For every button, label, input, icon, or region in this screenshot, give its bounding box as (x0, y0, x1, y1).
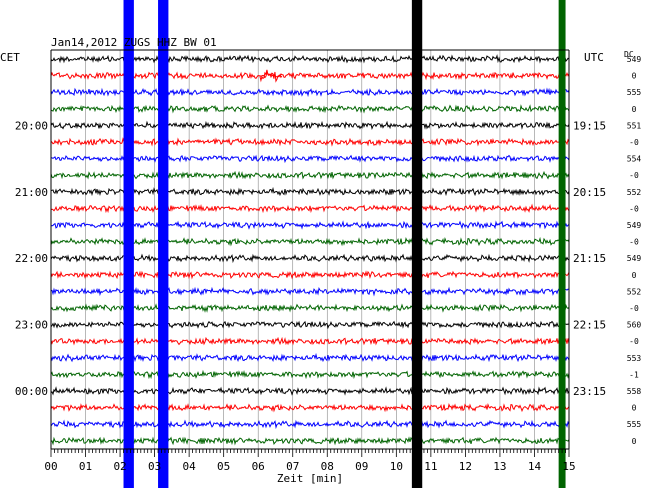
grid (50, 50, 570, 449)
dc-value: -0 (629, 204, 639, 213)
utc-label: UTC (584, 51, 604, 64)
event-band (558, 0, 566, 488)
trace-line (50, 270, 570, 280)
dc-value: -0 (629, 171, 639, 180)
dc-value: 560 (627, 321, 642, 330)
x-tick-label: 15 (562, 460, 575, 473)
trace-line (50, 186, 570, 197)
x-tick-label: 06 (252, 460, 265, 473)
x-tick-label: 00 (44, 460, 57, 473)
utc-time-label: 21:15 (573, 252, 606, 265)
cet-time-label: 22:00 (15, 252, 48, 265)
trace-line (50, 419, 570, 430)
cet-time-label: 00:00 (15, 385, 48, 398)
dc-value: 549 (627, 221, 642, 230)
dc-value: 0 (632, 437, 637, 446)
trace-line (50, 352, 570, 363)
utc-time-label: 23:15 (573, 385, 606, 398)
events (123, 0, 566, 488)
trace-line (50, 369, 570, 380)
axes (50, 49, 570, 457)
trace-line (50, 236, 570, 247)
dc-value: -0 (629, 304, 639, 313)
burst-trace (259, 69, 283, 83)
dc-label: DC (624, 50, 634, 59)
trace-line (50, 402, 570, 413)
dc-value: 549 (627, 254, 642, 263)
dc-value: -0 (629, 138, 639, 147)
trace-line (50, 154, 570, 164)
x-tick-label: 02 (113, 460, 126, 473)
x-axis-label: Zeit [min] (277, 472, 343, 485)
cet-time-label: 21:00 (15, 186, 48, 199)
trace-line (50, 170, 570, 180)
x-tick-label: 01 (79, 460, 92, 473)
cet-time-label: 20:00 (15, 119, 48, 132)
dc-value: 552 (627, 188, 642, 197)
dc-value: 555 (627, 420, 642, 429)
x-tick-label: 12 (459, 460, 472, 473)
labels: Jan14,2012 ZUGS HHZ BW 01 CET UTC DC Zei… (0, 36, 641, 485)
trace-line (50, 220, 570, 230)
dc-value: 0 (632, 271, 637, 280)
trace-line (50, 286, 570, 297)
chart-title: Jan14,2012 ZUGS HHZ BW 01 (51, 36, 217, 49)
x-tick-label: 08 (321, 460, 334, 473)
dc-value: 554 (627, 155, 642, 164)
x-tick-label: 03 (148, 460, 161, 473)
trace-line (50, 203, 570, 214)
dc-value: 0 (632, 105, 637, 114)
trace-line (50, 120, 570, 130)
trace-line (50, 320, 570, 330)
dc-value: 552 (627, 287, 642, 296)
x-tick-label: 13 (493, 460, 506, 473)
trace-line (50, 336, 570, 346)
trace-line (50, 253, 570, 264)
cet-time-label: 23:00 (15, 319, 48, 332)
event-band (158, 0, 169, 488)
trace-line (50, 137, 570, 147)
trace-line (50, 303, 570, 313)
trace-line (50, 104, 570, 114)
dc-value: 551 (627, 121, 642, 130)
trace-line (50, 436, 570, 446)
dc-value: 0 (632, 404, 637, 413)
x-tick-label: 07 (286, 460, 299, 473)
x-tick-label: 10 (390, 460, 403, 473)
event-band (123, 0, 134, 488)
dc-value: -0 (629, 238, 639, 247)
event-band (411, 0, 423, 488)
x-tick-label: 14 (528, 460, 542, 473)
dc-value: 549 (627, 55, 642, 64)
dc-value: 558 (627, 387, 642, 396)
trace-line (50, 71, 570, 81)
trace-line (50, 87, 570, 98)
dc-value: -1 (629, 370, 639, 379)
x-tick-label: 04 (183, 460, 197, 473)
dc-value: -0 (629, 337, 639, 346)
dc-value: 553 (627, 354, 642, 363)
utc-time-label: 19:15 (573, 119, 606, 132)
trace-line (50, 54, 570, 64)
x-tick-label: 05 (217, 460, 230, 473)
utc-time-label: 22:15 (573, 319, 606, 332)
x-tick-label: 11 (424, 460, 437, 473)
dc-value: 0 (632, 72, 637, 81)
trace-line (50, 386, 570, 396)
utc-time-label: 20:15 (573, 186, 606, 199)
cet-label: CET (0, 51, 20, 64)
dc-value: 555 (627, 88, 642, 97)
traces (50, 54, 570, 446)
x-tick-label: 09 (355, 460, 368, 473)
